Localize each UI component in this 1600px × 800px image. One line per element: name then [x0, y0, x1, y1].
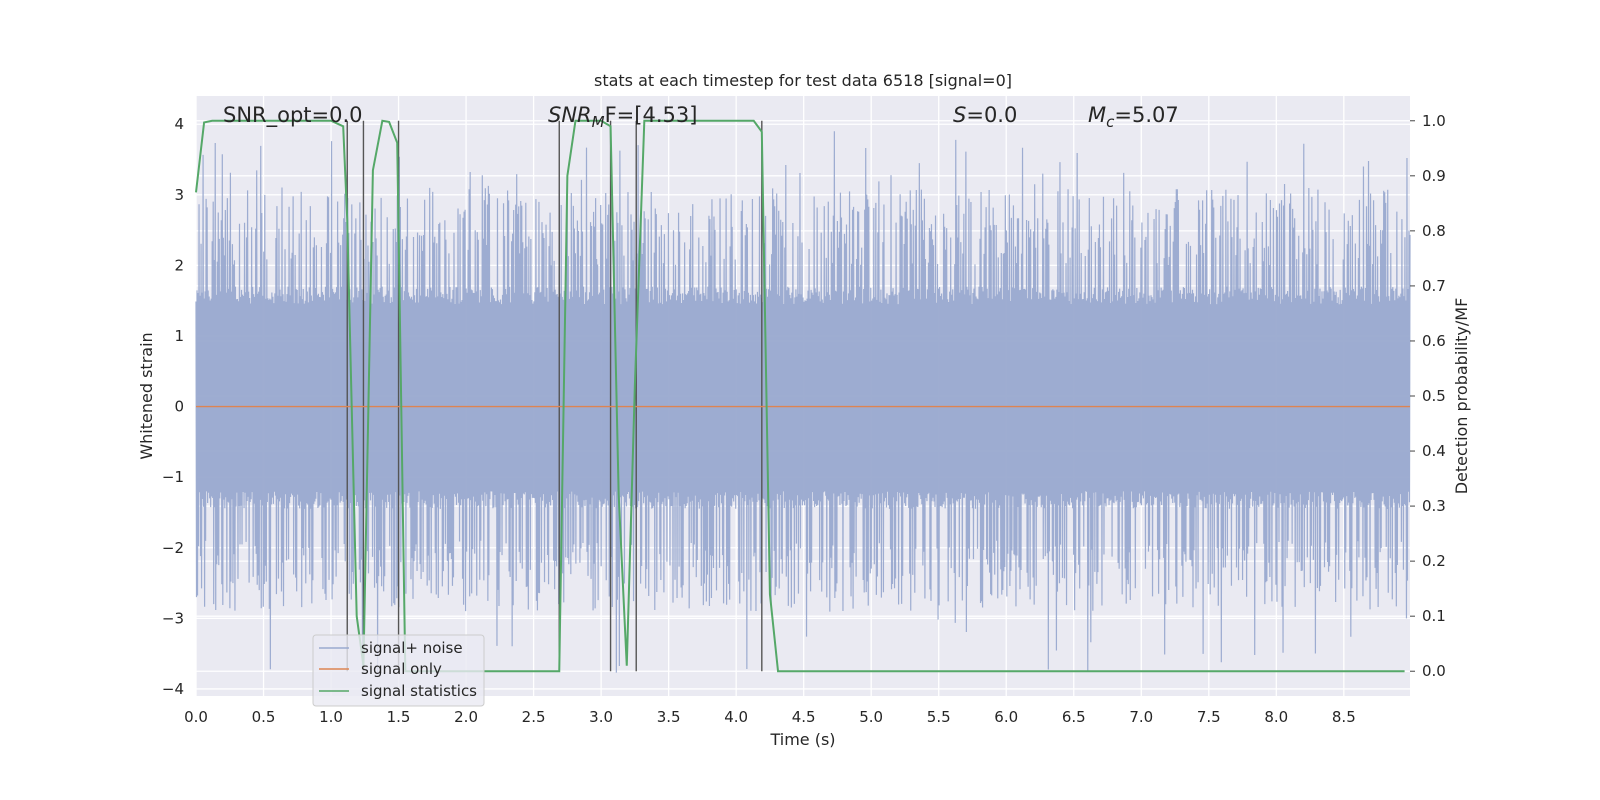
x-tick-label: 7.0 [1129, 708, 1153, 726]
y2-tick-label: 0.8 [1422, 222, 1446, 240]
annotation-snr-mf-base: SNR [548, 103, 592, 127]
x-tick-label: 0.5 [252, 708, 276, 726]
x-tick-label: 4.0 [724, 708, 748, 726]
y2-tick-label: 0.3 [1422, 497, 1446, 515]
x-tick-label: 3.5 [657, 708, 681, 726]
x-tick-label: 2.0 [454, 708, 478, 726]
legend-label-noise: signal+ noise [361, 639, 463, 657]
x-tick-label: 6.5 [1062, 708, 1086, 726]
legend-box [312, 634, 485, 707]
x-tick-label: 4.5 [792, 708, 816, 726]
chart-title: stats at each timestep for test data 651… [594, 71, 1012, 90]
annotation-snr-mf-sub: M [592, 113, 605, 131]
y-tick-label: 2 [174, 256, 184, 274]
x-tick-label: 0.0 [184, 708, 208, 726]
annotation-snr-mf-rest: F=[4.53] [605, 103, 698, 127]
annotation-mc-sub: c [1106, 113, 1115, 131]
x-tick-label: 3.0 [589, 708, 613, 726]
y2-tick-label: 0.7 [1422, 277, 1446, 295]
signal-statistics-trace [195, 119, 1405, 673]
x-tick-label: 6.0 [994, 708, 1018, 726]
annotation-s-rest: =0.0 [966, 103, 1017, 127]
x-tick-label: 1.0 [319, 708, 343, 726]
annotation-s: S=0.0 [953, 103, 1017, 127]
y2-tick-label: 0.4 [1422, 442, 1446, 460]
y2-axis-label: Detection probability/MF [1452, 298, 1471, 495]
x-tick-label: 7.5 [1197, 708, 1221, 726]
annotation-snr-mf: SNRMF=[4.53] [548, 103, 697, 131]
annotation-mc-rest: =5.07 [1114, 103, 1178, 127]
x-tick-label: 8.5 [1332, 708, 1356, 726]
y2-tick-label: 0.6 [1422, 332, 1446, 350]
y2-tick-label: 0.5 [1422, 387, 1446, 405]
tick-labels: 0.0 0.5 1.0 1.5 2.0 2.5 3.0 3.5 4.0 4.5 5.0 5.5 6.0 6… [162, 112, 1446, 726]
y-tick-label: 0 [174, 398, 184, 416]
x-axis-label: Time (s) [769, 730, 835, 749]
y2-tick-label: 0.9 [1422, 167, 1446, 185]
y-axis-label: Whitened strain [137, 332, 156, 459]
x-tick-label: 5.0 [859, 708, 883, 726]
annotation-mc: Mc=5.07 [1088, 103, 1179, 131]
y-tick-label: 3 [174, 186, 184, 204]
y2-tick-label: 0.1 [1422, 607, 1446, 625]
legend-label-signal: signal only [361, 660, 442, 678]
legend-label-statistics: signal statistics [361, 682, 477, 700]
x-tick-label: 1.5 [387, 708, 411, 726]
y-tick-label: −2 [162, 539, 184, 557]
y-tick-label: −4 [162, 680, 184, 698]
x-tick-label: 2.5 [522, 708, 546, 726]
y-tick-label: 1 [174, 327, 184, 345]
legend: signal+ noise signal only signal statist… [312, 634, 485, 707]
y-tick-label: 4 [174, 115, 184, 133]
signal-statistics-line [195, 119, 1405, 673]
x-tick-label: 5.5 [927, 708, 951, 726]
y2-tick-label: 0.0 [1422, 662, 1446, 680]
annotation-mc-base: M [1088, 103, 1106, 127]
y2-tick-label: 1.0 [1422, 112, 1446, 130]
y-tick-label: −1 [162, 468, 184, 486]
x-tick-label: 8.0 [1264, 708, 1288, 726]
annotations: SNR_opt=0.0 SNRMF=[4.53] S=0.0 Mc=5.07 [223, 103, 1179, 131]
y2-tick-label: 0.2 [1422, 552, 1446, 570]
y-tick-label: −3 [162, 609, 184, 627]
marker-lines [346, 120, 763, 672]
annotation-s-var: S [953, 103, 966, 127]
annotation-snr-opt: SNR_opt=0.0 [223, 103, 363, 128]
